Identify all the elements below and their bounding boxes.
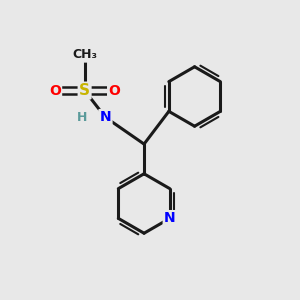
Text: N: N [164, 212, 176, 225]
Text: S: S [79, 83, 90, 98]
Text: N: N [100, 110, 111, 124]
Text: O: O [108, 84, 120, 98]
Text: O: O [49, 84, 61, 98]
Text: CH₃: CH₃ [72, 48, 97, 62]
Text: H: H [76, 111, 87, 124]
